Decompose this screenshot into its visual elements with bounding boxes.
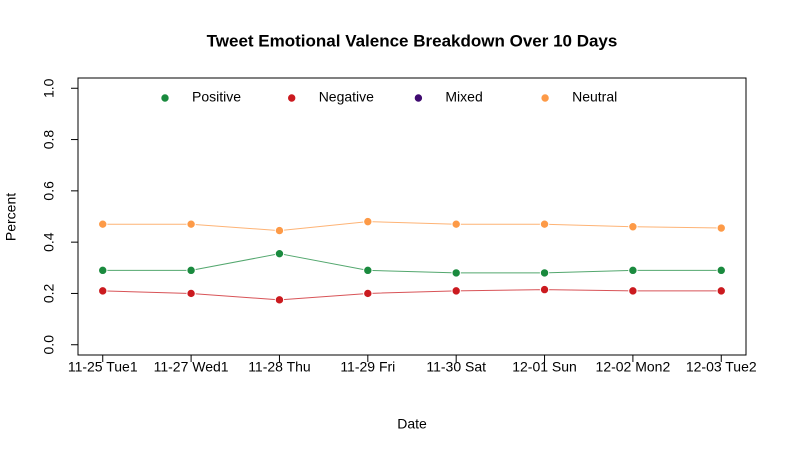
data-point	[716, 265, 726, 276]
y-tick-label: 0.6	[41, 181, 57, 201]
data-point	[363, 216, 373, 227]
legend-label: Positive	[192, 89, 241, 105]
x-tick-label: 11-25 Tue1	[68, 359, 138, 375]
data-point	[539, 268, 550, 278]
chart-title: Tweet Emotional Valence Breakdown Over 1…	[207, 31, 618, 50]
series-line	[102, 289, 722, 301]
x-axis-label: Date	[397, 416, 427, 432]
x-tick-label: 12-03 Tue2	[686, 359, 757, 375]
y-tick-label: 0.2	[41, 284, 57, 304]
legend-label: Neutral	[572, 89, 617, 105]
data-point	[274, 295, 285, 305]
legend-marker	[540, 93, 550, 103]
legend-label: Negative	[319, 89, 374, 105]
legend-label: Mixed	[445, 89, 482, 105]
series-line	[102, 221, 722, 232]
data-point	[98, 286, 108, 296]
x-tick-label: 11-27 Wed1	[154, 359, 229, 375]
x-tick-label: 12-02 Mon2	[596, 359, 671, 375]
data-point	[98, 265, 108, 276]
data-point	[274, 225, 285, 236]
y-tick-label: 1.0	[41, 78, 57, 98]
data-point	[363, 265, 373, 276]
y-tick-label: 0.0	[41, 335, 57, 355]
data-point	[451, 268, 461, 278]
x-tick-label: 11-29 Fri	[340, 359, 395, 375]
y-axis-label: Percent	[3, 193, 19, 241]
series-line	[102, 253, 722, 274]
data-point	[628, 286, 638, 296]
data-point	[539, 284, 550, 295]
y-tick-label: 0.8	[41, 130, 57, 150]
data-point	[539, 219, 550, 229]
data-point	[274, 248, 285, 259]
legend-marker	[160, 93, 170, 103]
data-point	[186, 288, 196, 299]
data-point	[186, 219, 196, 229]
data-point	[628, 222, 638, 232]
x-tick-label: 11-30 Sat	[426, 359, 486, 375]
data-point	[186, 265, 196, 276]
legend-marker	[413, 93, 424, 103]
data-point	[451, 286, 461, 296]
data-point	[451, 219, 461, 229]
legend-marker	[287, 93, 297, 103]
x-tick-label: 12-01 Sun	[512, 359, 577, 375]
data-point	[628, 265, 638, 276]
y-tick-label: 0.4	[41, 232, 57, 252]
data-point	[716, 223, 726, 233]
data-point	[363, 288, 373, 299]
data-point	[716, 286, 726, 296]
data-point	[98, 219, 108, 229]
x-tick-label: 11-28 Thu	[248, 359, 311, 375]
